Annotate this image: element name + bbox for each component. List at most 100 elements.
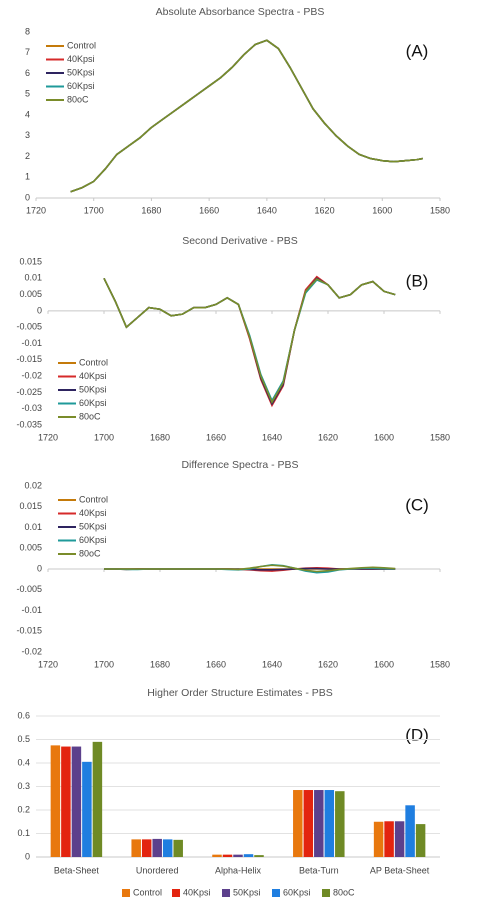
series-line [70,39,423,193]
y-tick-label: 0 [25,851,30,861]
bar [405,805,415,857]
y-tick-label: 0.005 [19,289,42,299]
y-tick-label: -0.03 [21,403,42,413]
x-tick-label: Alpha-Helix [215,865,262,875]
legend-label: 80oC [79,411,101,421]
annotation: (A) [406,41,429,60]
legend-swatch [272,889,280,897]
y-tick-label: 0.005 [19,543,42,553]
legend-label: 40Kpsi [79,508,107,518]
series-line [103,277,396,404]
y-tick-label: 1 [25,172,30,182]
x-tick-label: 1680 [141,205,161,215]
bar [254,855,264,857]
legend-label: 50Kpsi [67,67,95,77]
y-tick-label: 5 [25,89,30,99]
annotation: (B) [406,271,429,290]
x-tick-label: 1580 [430,659,450,669]
y-tick-label: 0.4 [17,757,30,767]
bar [222,854,233,857]
legend-label: 40Kpsi [79,371,107,381]
series-line [70,39,423,193]
bar [243,854,254,857]
y-tick-label: 0 [37,305,42,315]
legend-swatch [222,889,230,897]
y-tick-label: 0.01 [24,273,42,283]
annotation: (D) [405,725,429,744]
bar [293,790,303,857]
y-tick-label: 7 [25,47,30,57]
bar [415,824,426,857]
bar [324,790,335,857]
y-tick-label: 0.5 [17,734,30,744]
legend-label: Control [79,494,108,504]
chart-title: Higher Order Structure Estimates - PBS [147,687,333,699]
x-tick-label: AP Beta-Sheet [370,865,430,875]
series-line [70,39,423,193]
bar [173,839,183,857]
legend-label: 40Kpsi [67,54,95,64]
bar [303,790,314,857]
x-tick-label: Beta-Turn [299,865,339,875]
bar [373,821,384,857]
legend-label: 40Kpsi [183,887,211,897]
bar [233,854,243,857]
legend-label: 50Kpsi [233,887,261,897]
y-tick-label: 0.3 [17,781,30,791]
y-tick-label: 0.015 [19,501,42,511]
y-tick-label: 0 [37,563,42,573]
legend-swatch [172,889,180,897]
y-tick-label: -0.02 [21,646,42,656]
y-tick-label: -0.035 [16,419,42,429]
y-tick-label: -0.005 [16,584,42,594]
bar [314,790,324,857]
x-tick-label: 1660 [199,205,219,215]
y-tick-label: -0.015 [16,354,42,364]
x-tick-label: 1620 [318,432,338,442]
chart-title: Difference Spectra - PBS [181,459,298,471]
legend-label: Control [79,357,108,367]
series-line [70,39,423,193]
legend-swatch [322,889,330,897]
x-tick-label: 1600 [374,432,394,442]
series-line [103,275,396,408]
bar [61,746,71,857]
y-tick-label: 3 [25,130,30,140]
y-tick-label: -0.02 [21,370,42,380]
x-tick-label: 1640 [262,432,282,442]
x-tick-label: 1720 [38,659,58,669]
y-tick-label: 0.015 [19,256,42,266]
bar [82,761,92,857]
x-tick-label: 1600 [372,205,392,215]
bar [92,741,103,857]
legend-label: 80oC [79,548,101,558]
y-tick-label: 2 [25,151,30,161]
y-tick-label: -0.005 [16,322,42,332]
x-tick-label: 1580 [430,205,450,215]
chart-title: Second Derivative - PBS [182,235,298,247]
y-tick-label: 4 [25,109,30,119]
y-tick-label: -0.01 [21,605,42,615]
bar [162,839,173,857]
y-tick-label: 0.2 [17,804,30,814]
x-tick-label: 1720 [26,205,46,215]
series-line [104,564,396,573]
x-tick-label: 1680 [150,659,170,669]
y-tick-label: 6 [25,68,30,78]
bar [212,854,222,857]
x-tick-label: 1620 [318,659,338,669]
y-tick-label: -0.015 [16,626,42,636]
legend-label: 50Kpsi [79,521,107,531]
bar [335,791,345,857]
bar [384,821,394,857]
annotation: (C) [405,495,429,514]
x-tick-label: Beta-Sheet [54,865,100,875]
bar [131,839,141,857]
legend-label: 60Kpsi [67,81,95,91]
x-tick-label: 1700 [84,205,104,215]
x-tick-label: 1620 [315,205,335,215]
y-tick-label: 0.02 [24,480,42,490]
x-tick-label: 1680 [150,432,170,442]
legend-label: Control [133,887,162,897]
